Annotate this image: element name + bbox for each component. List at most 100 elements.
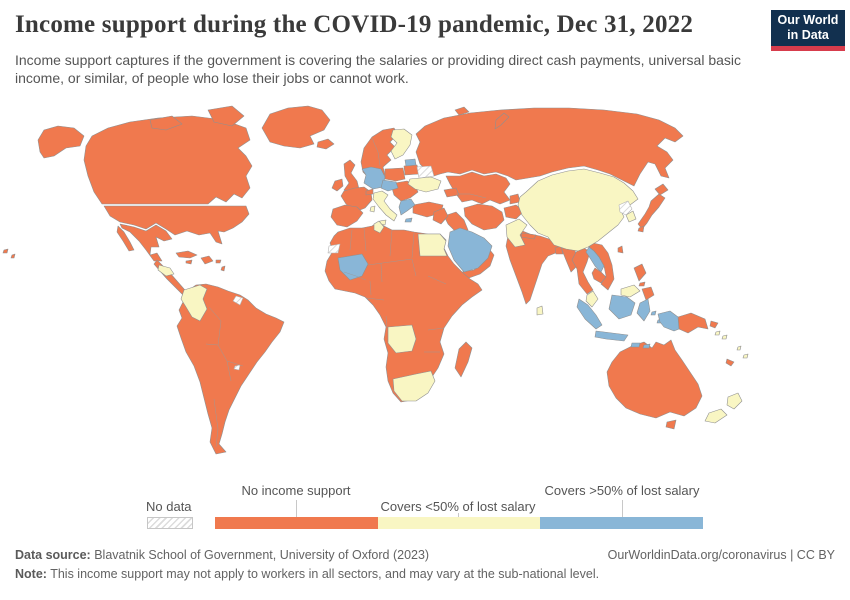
country-philippines-mindanao[interactable]	[641, 286, 655, 301]
country-madagascar[interactable]	[454, 341, 473, 378]
footer-source: Data source: Blavatnik School of Governm…	[15, 548, 429, 562]
country-japan-kyushu[interactable]	[637, 225, 645, 233]
legend-swatch-covers-lt50[interactable]	[377, 517, 541, 529]
owid-license-link[interactable]: OurWorldinData.org/coronavirus | CC BY	[607, 548, 835, 562]
country-malaysia-peninsula[interactable]	[585, 290, 599, 308]
country-honduras[interactable]	[157, 264, 175, 277]
country-new-britain[interactable]	[709, 320, 719, 329]
country-indonesia-sulawesi[interactable]	[636, 298, 651, 322]
country-lesser-sunda-2[interactable]	[642, 343, 651, 349]
country-new-zealand-south[interactable]	[704, 408, 728, 424]
country-latvia-lithuania[interactable]	[403, 164, 420, 176]
country-solomon-2[interactable]	[721, 334, 728, 340]
country-north-korea[interactable]	[618, 200, 633, 216]
country-poland[interactable]	[384, 167, 406, 182]
country-india[interactable]	[505, 229, 563, 305]
country-baffin-island[interactable]	[207, 105, 245, 127]
country-south-africa[interactable]	[392, 370, 436, 402]
country-nepal[interactable]	[520, 232, 537, 240]
country-vanuatu[interactable]	[736, 345, 742, 351]
region-caucasus[interactable]	[443, 187, 460, 198]
country-spain-portugal[interactable]	[330, 204, 364, 228]
country-greece[interactable]	[398, 198, 416, 216]
country-west-papua[interactable]	[657, 310, 680, 332]
country-philippines-luzon[interactable]	[633, 263, 647, 282]
country-switzerland[interactable]	[365, 188, 374, 196]
country-french-guiana[interactable]	[232, 295, 244, 306]
country-czechia-austria[interactable]	[380, 179, 399, 192]
region-levant[interactable]	[432, 207, 449, 225]
country-falkland-islands[interactable]	[233, 364, 241, 371]
country-indonesia-kalimantan[interactable]	[608, 294, 636, 320]
legend-swatch-covers-gt50[interactable]	[540, 517, 704, 529]
country-indonesia-java[interactable]	[594, 330, 629, 342]
country-italy[interactable]	[372, 190, 398, 222]
legend-no-data-swatch[interactable]	[147, 517, 193, 529]
country-cuba[interactable]	[175, 250, 198, 259]
country-hispaniola[interactable]	[200, 255, 214, 265]
country-western-sahara[interactable]	[327, 243, 341, 254]
country-south-korea[interactable]	[625, 210, 637, 223]
arctic-island-icon[interactable]	[149, 115, 183, 131]
footer-source-line: Data source: Blavatnik School of Governm…	[15, 548, 835, 562]
legend-swatch-no-income-support[interactable]	[215, 517, 378, 529]
country-pakistan[interactable]	[505, 218, 528, 248]
country-egypt[interactable]	[417, 233, 448, 257]
country-sri-lanka[interactable]	[536, 305, 544, 316]
country-maluku-1[interactable]	[650, 310, 657, 316]
country-colombia[interactable]	[180, 284, 208, 322]
country-russia[interactable]	[415, 107, 684, 187]
country-hawaii-2[interactable]	[10, 253, 16, 259]
country-philippines-visayas[interactable]	[638, 281, 646, 287]
country-united-states[interactable]	[103, 205, 250, 245]
country-iceland[interactable]	[316, 138, 335, 150]
country-tasmania[interactable]	[665, 419, 677, 430]
country-iran[interactable]	[463, 203, 505, 231]
country-puerto-rico[interactable]	[215, 259, 222, 264]
country-lesser-antilles[interactable]	[220, 265, 226, 272]
country-hawaii-1[interactable]	[2, 248, 9, 254]
country-lesser-sunda-1[interactable]	[630, 342, 641, 348]
country-papua-new-guinea[interactable]	[677, 312, 709, 334]
country-belarus[interactable]	[416, 165, 435, 179]
country-jamaica[interactable]	[185, 259, 193, 265]
country-taiwan[interactable]	[617, 245, 624, 254]
country-new-zealand-north[interactable]	[726, 392, 743, 410]
country-japan-hokkaido[interactable]	[654, 183, 669, 196]
country-mali[interactable]	[337, 253, 369, 281]
country-solomon-1[interactable]	[714, 330, 721, 336]
country-fiji[interactable]	[742, 353, 749, 359]
country-japan-honshu[interactable]	[637, 193, 666, 230]
country-canada[interactable]	[83, 115, 253, 205]
legend-label-covers-gt50: Covers >50% of lost salary	[544, 483, 700, 498]
legend-color-bar	[215, 517, 704, 529]
country-novaya-zemlya[interactable]	[494, 112, 510, 130]
country-ukraine[interactable]	[407, 176, 442, 193]
country-laos[interactable]	[585, 246, 605, 273]
country-mexico[interactable]	[119, 223, 173, 262]
country-estonia[interactable]	[404, 158, 417, 167]
country-greenland[interactable]	[261, 105, 331, 149]
footer-note-line: Note: This income support may not apply …	[15, 567, 599, 581]
country-malaysia-borneo[interactable]	[620, 284, 641, 298]
country-afghanistan[interactable]	[503, 204, 525, 220]
country-alaska[interactable]	[37, 125, 85, 159]
country-svalbard[interactable]	[454, 106, 470, 116]
country-ireland[interactable]	[331, 178, 344, 192]
owid-logo[interactable]: Our World in Data	[771, 10, 845, 51]
country-tunisia[interactable]	[373, 220, 385, 234]
footer-note-text: This income support may not apply to wor…	[50, 567, 600, 581]
country-finland[interactable]	[390, 128, 413, 160]
country-saudi-arabia[interactable]	[447, 227, 493, 273]
country-indonesia-sumatra[interactable]	[576, 298, 603, 330]
country-australia[interactable]	[606, 339, 703, 419]
country-angola[interactable]	[387, 324, 417, 354]
country-italy-sardinia[interactable]	[369, 205, 376, 213]
region-south-america[interactable]	[176, 283, 285, 455]
country-china[interactable]	[517, 168, 639, 252]
country-iraq[interactable]	[443, 211, 469, 233]
country-new-caledonia[interactable]	[725, 358, 735, 367]
country-greece-crete[interactable]	[404, 217, 413, 223]
country-mexico-baja[interactable]	[116, 225, 135, 252]
